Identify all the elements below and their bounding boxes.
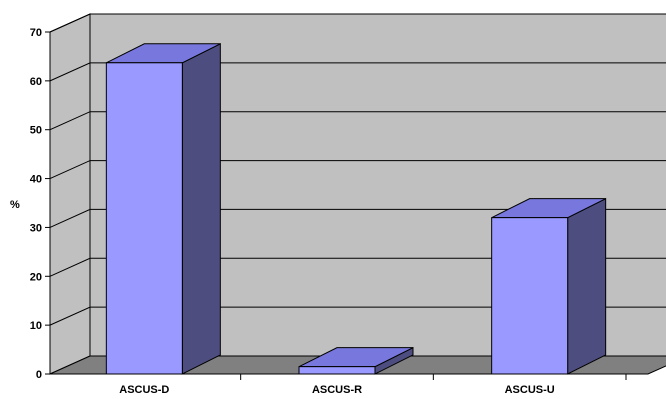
y-tick-label: 70 [30,27,42,39]
gridline [49,111,666,131]
bar-front-face [105,62,183,375]
bars [105,42,607,375]
y-tick-label: 30 [30,222,42,234]
bar-side-face [181,42,221,375]
gridline [49,306,666,326]
y-tick-label: 40 [30,174,42,186]
bar-front-face [298,366,376,375]
y-tick-labels: 0 10 20 30 40 50 60 70 [30,27,42,381]
category-label: ASCUS-U [505,384,555,396]
y-tick-label: 50 [30,125,42,137]
y-tick-label: 10 [30,320,42,332]
y-tick-label: 20 [30,271,42,283]
y-tick-label: 0 [36,369,42,381]
category-label: ASCUS-D [119,384,169,396]
bar-ascus-r [298,346,414,375]
bar-side-face [567,197,607,375]
y-tick-label: 60 [30,76,42,88]
bar-ascus-u [491,197,607,375]
category-labels: ASCUS-D ASCUS-R ASCUS-U [119,384,555,396]
bar-front-face [491,217,569,375]
gridlines [49,13,666,326]
gridline [49,13,666,33]
bar-ascus-d [105,42,221,375]
gridline [49,62,666,82]
gridline [49,257,666,277]
side-wall [49,13,91,375]
category-label: ASCUS-R [312,384,362,396]
gridline [49,160,666,180]
gridline [49,208,666,228]
y-axis-title: % [10,199,20,211]
